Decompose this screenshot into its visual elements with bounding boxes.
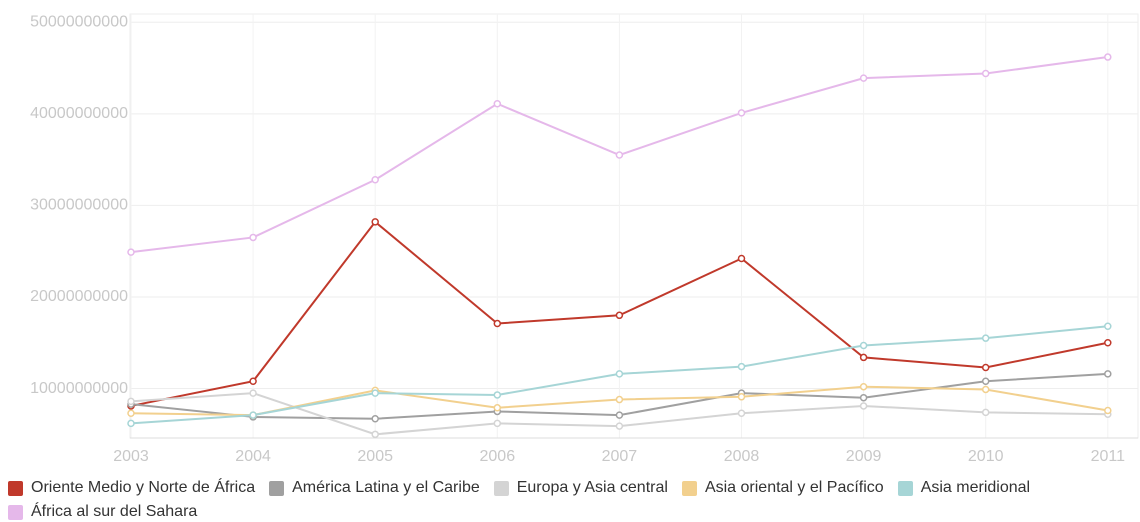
x-tick-label: 2009: [846, 448, 882, 465]
data-point: [127, 397, 135, 406]
data-point: [859, 393, 868, 402]
data-point: [615, 311, 624, 320]
legend-label: Oriente Medio y Norte de África: [31, 479, 256, 496]
data-point: [859, 74, 868, 82]
legend-swatch: [269, 480, 285, 496]
x-tick-label: 2003: [113, 448, 149, 465]
legend-item: Oriente Medio y Norte de África: [8, 478, 255, 498]
data-point: [859, 353, 868, 362]
x-tick-label: 2006: [480, 448, 516, 465]
data-point: [1104, 339, 1112, 347]
legend-swatch: [8, 504, 23, 520]
y-tick-label: 50000000000: [30, 13, 128, 30]
y-tick-label: 30000000000: [30, 197, 128, 214]
data-point: [981, 377, 990, 385]
data-point: [249, 389, 257, 397]
y-tick-label: 20000000000: [30, 288, 128, 305]
legend-swatch: [493, 480, 509, 496]
data-point: [981, 385, 990, 394]
legend-label: Europa y Asia central: [516, 479, 668, 496]
legend-item: Asia meridional: [897, 478, 1031, 498]
data-point: [615, 395, 624, 404]
data-point: [615, 422, 624, 430]
x-tick-label: 2008: [724, 448, 760, 465]
data-point: [249, 233, 257, 242]
data-point: [615, 370, 624, 378]
legend-label: América Latina y el Caribe: [292, 479, 480, 496]
data-point: [981, 363, 990, 372]
data-point: [127, 409, 135, 418]
data-point: [493, 99, 502, 108]
data-point: [493, 319, 502, 328]
legend-label: Asia meridional: [920, 479, 1031, 496]
data-point: [371, 430, 379, 439]
y-tick-label: 40000000000: [30, 105, 128, 122]
legend-swatch: [681, 480, 697, 496]
data-point: [615, 411, 624, 419]
data-point: [371, 389, 379, 397]
data-point: [1104, 53, 1112, 61]
data-point: [249, 411, 257, 419]
data-point: [371, 176, 379, 184]
data-point: [249, 377, 257, 385]
data-point: [859, 341, 868, 350]
x-tick-label: 2005: [357, 448, 393, 465]
legend-label: Asia oriental y el Pacífico: [704, 479, 884, 496]
data-point: [737, 109, 746, 117]
data-point: [127, 419, 135, 428]
data-point: [981, 334, 990, 342]
chart: 10000000000 20000000000 30000000000 4000000…: [30, 13, 1139, 465]
data-point: [493, 404, 502, 412]
data-point: [1104, 370, 1112, 378]
data-point: [859, 382, 868, 391]
data-point: [371, 415, 379, 423]
data-point: [493, 419, 502, 428]
data-point: [737, 362, 746, 371]
legend-swatch: [8, 480, 23, 496]
data-point: [737, 409, 746, 418]
legend-item: África al sur del Sahara: [8, 502, 197, 522]
legend: Oriente Medio y Norte de África América L…: [8, 478, 1108, 522]
data-point: [859, 402, 868, 410]
legend-item: América Latina y el Caribe: [269, 478, 480, 498]
data-point: [737, 254, 746, 263]
data-point: [371, 218, 379, 226]
data-point: [615, 151, 624, 159]
data-point: [493, 391, 502, 399]
x-tick-label: 2007: [602, 448, 638, 465]
data-point: [737, 393, 746, 401]
legend-swatch: [897, 480, 913, 496]
legend-item: Europa y Asia central: [493, 478, 668, 498]
plot-area: [129, 13, 1139, 439]
data-point: [127, 248, 135, 256]
x-tick-label: 2010: [968, 448, 1004, 465]
legend-item: Asia oriental y el Pacífico: [681, 478, 884, 498]
x-tick-label: 2004: [235, 448, 271, 465]
legend-label: África al sur del Sahara: [31, 503, 198, 520]
data-point: [981, 69, 990, 78]
x-tick-label: 2011: [1091, 448, 1126, 465]
y-tick-label: 10000000000: [30, 380, 128, 397]
data-point: [1104, 322, 1112, 331]
data-point: [981, 408, 990, 417]
data-point: [1104, 406, 1112, 415]
